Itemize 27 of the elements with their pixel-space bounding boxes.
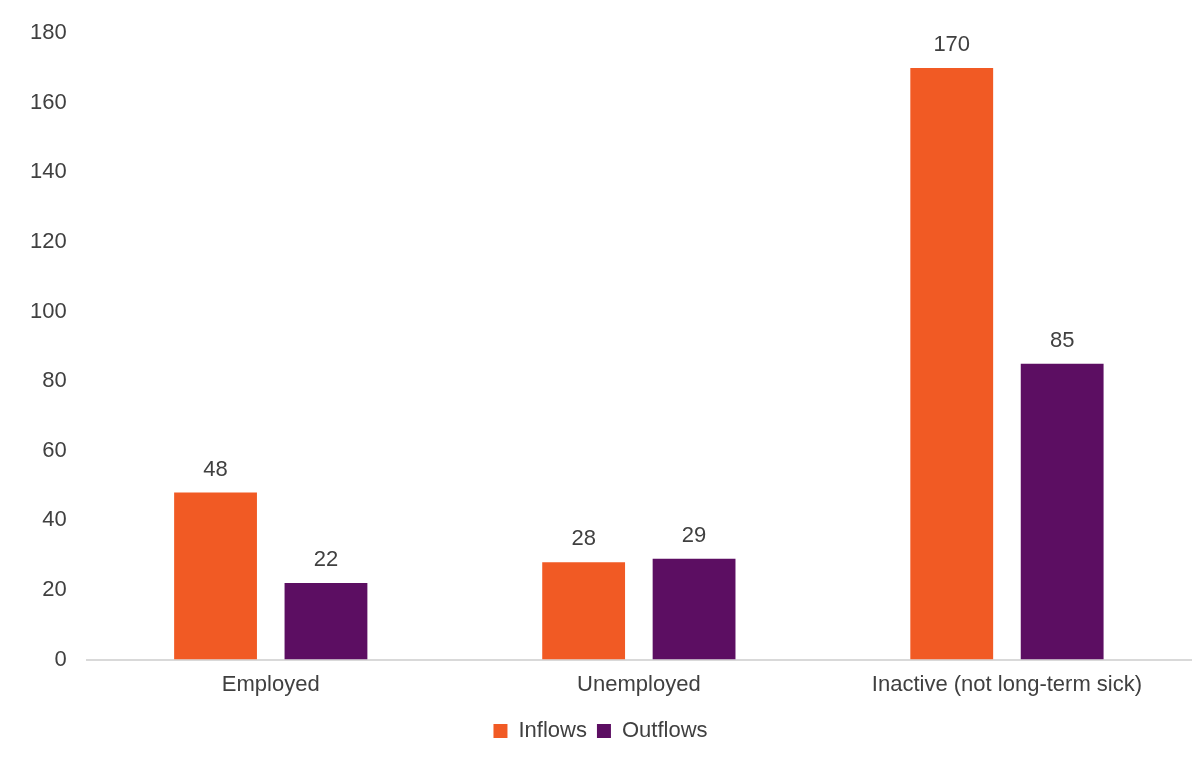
bar xyxy=(174,492,257,660)
y-tick-label: 0 xyxy=(54,645,67,671)
data-label: 28 xyxy=(571,525,596,551)
x-tick-label: Employed xyxy=(221,670,320,696)
bar xyxy=(910,68,994,660)
y-tick-label: 60 xyxy=(42,436,67,462)
y-tick-label: 20 xyxy=(42,576,67,602)
data-label: 170 xyxy=(933,31,971,57)
data-label: 85 xyxy=(1049,326,1075,352)
bar xyxy=(542,562,626,660)
y-tick-label: 100 xyxy=(29,297,67,323)
y-tick-label: 120 xyxy=(29,228,67,254)
x-tick-label: Inactive (not long-term sick) xyxy=(871,670,1143,696)
bar xyxy=(284,583,368,660)
data-label: 22 xyxy=(313,546,339,572)
y-tick-label: 160 xyxy=(29,88,67,114)
legend-label: Inflows xyxy=(518,717,587,743)
y-tick-label: 40 xyxy=(42,506,67,532)
y-tick-label: 80 xyxy=(42,367,67,393)
data-label: 48 xyxy=(203,455,228,481)
y-tick-label: 180 xyxy=(29,19,67,45)
legend-label: Outflows xyxy=(621,717,708,743)
x-tick-label: Unemployed xyxy=(577,670,701,696)
y-tick-label: 140 xyxy=(29,158,67,184)
bar xyxy=(1020,363,1104,660)
data-label: 29 xyxy=(681,521,707,547)
bar xyxy=(652,558,736,660)
